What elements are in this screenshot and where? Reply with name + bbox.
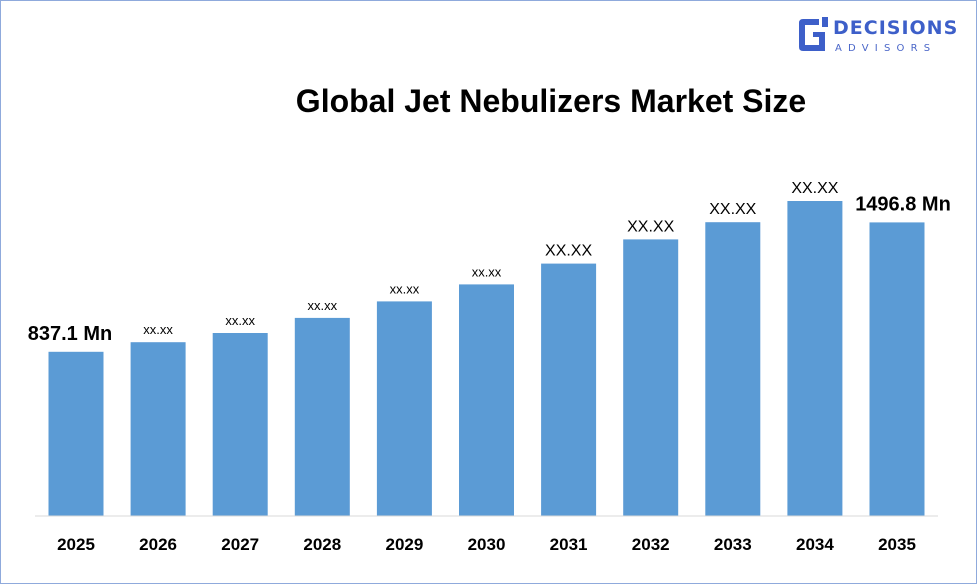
decisions-advisors-logo-icon [799,17,828,51]
x-tick-label-2034: 2034 [796,535,834,554]
x-tick-label-2025: 2025 [57,535,95,554]
x-tick-label-2030: 2030 [468,535,506,554]
logo-main-text: DECISIONS [833,17,959,39]
bar-2029 [376,301,432,516]
bar-2026 [130,342,186,516]
bar-2035 [869,222,925,516]
x-tick-label-2028: 2028 [303,535,341,554]
data-label-2029: xx.xx [390,281,420,296]
company-logo: DECISIONS ADVISORS [795,15,965,59]
bars-layer [48,201,925,516]
x-tick-label-2035: 2035 [878,535,916,554]
data-label-2033: XX.XX [709,201,756,218]
logo-sub-text: ADVISORS [835,43,937,54]
data-label-2031: XX.XX [545,243,592,260]
labels-layer: 837.1 Mn 2025 xx.xx 2026 xx.xx 2027 xx.xx 2028 x… [28,180,951,554]
bar-2030 [459,284,514,516]
data-label-2032: XX.XX [627,218,674,235]
data-label-2025: 837.1 Mn [28,323,112,345]
data-label-2028: xx.xx [307,298,337,313]
bar-2034 [787,201,843,516]
data-label-2030: xx.xx [472,264,502,279]
data-label-2034: XX.XX [791,180,838,197]
bar-2032 [623,239,679,516]
x-tick-label-2027: 2027 [221,535,259,554]
x-tick-label-2029: 2029 [385,535,423,554]
data-label-2027: xx.xx [225,313,255,328]
bar-2025 [48,351,104,516]
x-tick-label-2031: 2031 [550,535,588,554]
data-label-2035: 1496.8 Mn [855,193,951,215]
bar-2031 [541,263,597,516]
bar-2028 [294,317,350,516]
x-tick-label-2033: 2033 [714,535,752,554]
x-tick-label-2032: 2032 [632,535,670,554]
data-label-2026: xx.xx [143,322,173,337]
x-tick-label-2026: 2026 [139,535,177,554]
bar-2027 [212,333,268,516]
chart-title: Global Jet Nebulizers Market Size [295,83,807,119]
bar-2033 [705,222,761,516]
